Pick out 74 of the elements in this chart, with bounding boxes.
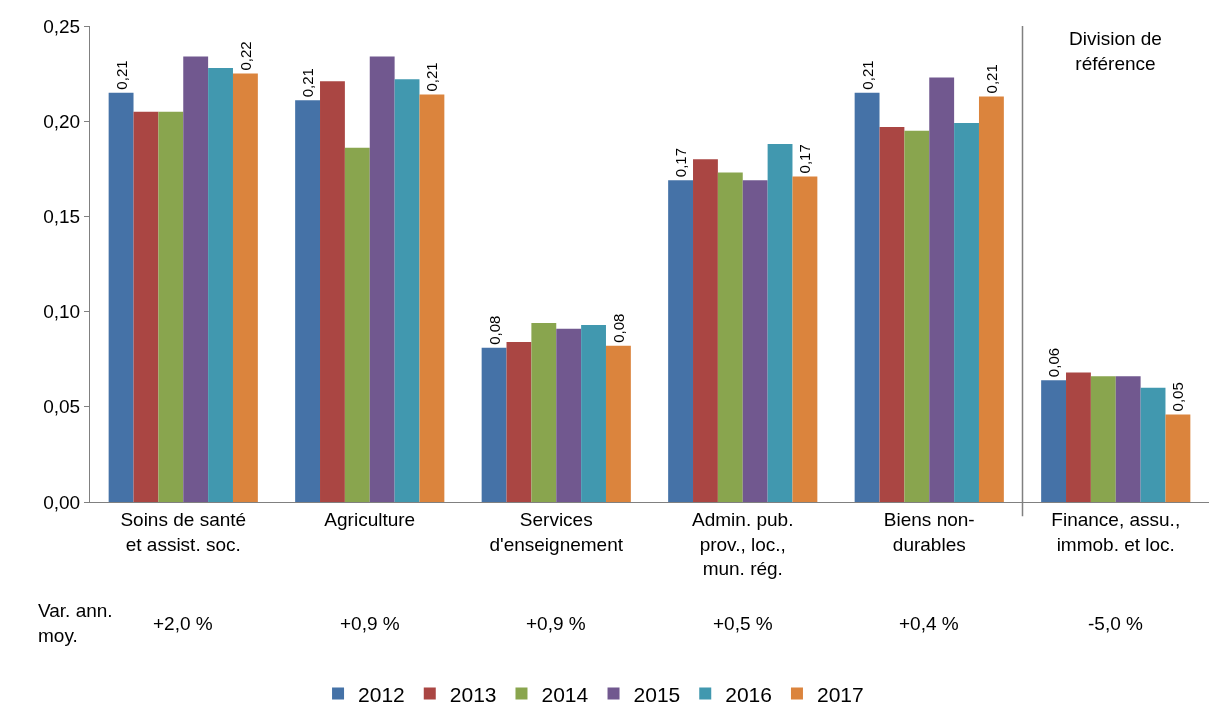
bar	[854, 92, 880, 502]
bar	[506, 342, 532, 502]
bar	[1165, 414, 1191, 502]
x-tick-label: Soins de santé et assist. soc.	[120, 508, 247, 555]
y-tick-label: 0,20	[43, 110, 81, 132]
x-tick-label: Finance, assu., immob. et loc.	[1051, 508, 1181, 555]
bar	[158, 111, 184, 502]
bar	[208, 67, 233, 502]
y-tick-label: 0,15	[43, 206, 81, 228]
bar	[792, 176, 818, 502]
bar	[1041, 380, 1067, 502]
text: Var. ann. moy.	[38, 600, 113, 646]
bar	[133, 111, 159, 502]
y-tick-label: 0,05	[43, 396, 81, 418]
bar	[481, 347, 507, 502]
bar	[108, 92, 134, 502]
legend-label: 2017	[816, 682, 864, 706]
legend-label: 2016	[725, 682, 772, 706]
bar	[369, 56, 395, 502]
bar	[320, 81, 345, 502]
data-label: 0,21	[982, 64, 1000, 94]
text: -5,0 %	[1088, 613, 1144, 634]
legend-label: 2015	[633, 682, 681, 706]
bar	[605, 345, 631, 502]
text: +2,0 %	[153, 613, 213, 634]
bar	[295, 100, 321, 502]
bar	[668, 180, 694, 502]
data-label: 0,21	[858, 60, 876, 90]
bar	[232, 73, 258, 502]
legend-label: 2014	[541, 682, 589, 706]
annotation: Division de référence	[1069, 28, 1162, 74]
legend-label: 2012	[358, 682, 405, 706]
y-tick-label: 0,00	[43, 491, 81, 513]
bar	[344, 147, 370, 502]
data-label: 0,17	[672, 148, 690, 178]
text: +0,9 %	[526, 613, 586, 634]
data-label: 0,05	[1169, 382, 1187, 412]
bar	[419, 94, 445, 502]
text: +0,5 %	[713, 613, 773, 634]
y-tick-label: 0,10	[43, 301, 81, 323]
bar	[978, 96, 1004, 502]
data-label: 0,17	[796, 144, 814, 174]
x-tick-label: Admin. pub. prov., loc., mun. rég.	[692, 508, 794, 580]
bar	[879, 126, 905, 502]
bar	[767, 144, 793, 502]
data-label: 0,08	[485, 315, 503, 345]
bar	[1140, 387, 1166, 502]
data-label: 0,21	[299, 68, 317, 98]
bar	[929, 77, 955, 502]
data-label: 0,08	[609, 313, 627, 343]
bar	[394, 79, 420, 502]
text: +0,4 %	[899, 613, 959, 634]
bar	[1090, 376, 1116, 502]
bar	[717, 172, 743, 502]
data-label: 0,06	[1045, 347, 1063, 378]
bar	[581, 324, 606, 502]
bar	[742, 180, 768, 502]
bar	[183, 56, 209, 502]
data-label: 0,22	[236, 41, 254, 71]
bar	[693, 159, 718, 502]
legend-label: 2013	[449, 682, 497, 706]
y-tick-label: 0,25	[43, 15, 81, 37]
bar	[954, 123, 979, 502]
bar	[1115, 376, 1141, 502]
bar	[531, 323, 557, 502]
bar	[904, 130, 930, 502]
data-label: 0,21	[112, 60, 130, 90]
text: +0,9 %	[340, 613, 400, 634]
bar	[1066, 372, 1091, 502]
bar	[556, 328, 582, 502]
x-tick-label: Agriculture	[324, 508, 416, 530]
data-label: 0,21	[423, 62, 441, 92]
x-tick-label: Biens non- durables	[883, 508, 975, 555]
x-tick-label: Services d'enseignement	[489, 508, 624, 555]
